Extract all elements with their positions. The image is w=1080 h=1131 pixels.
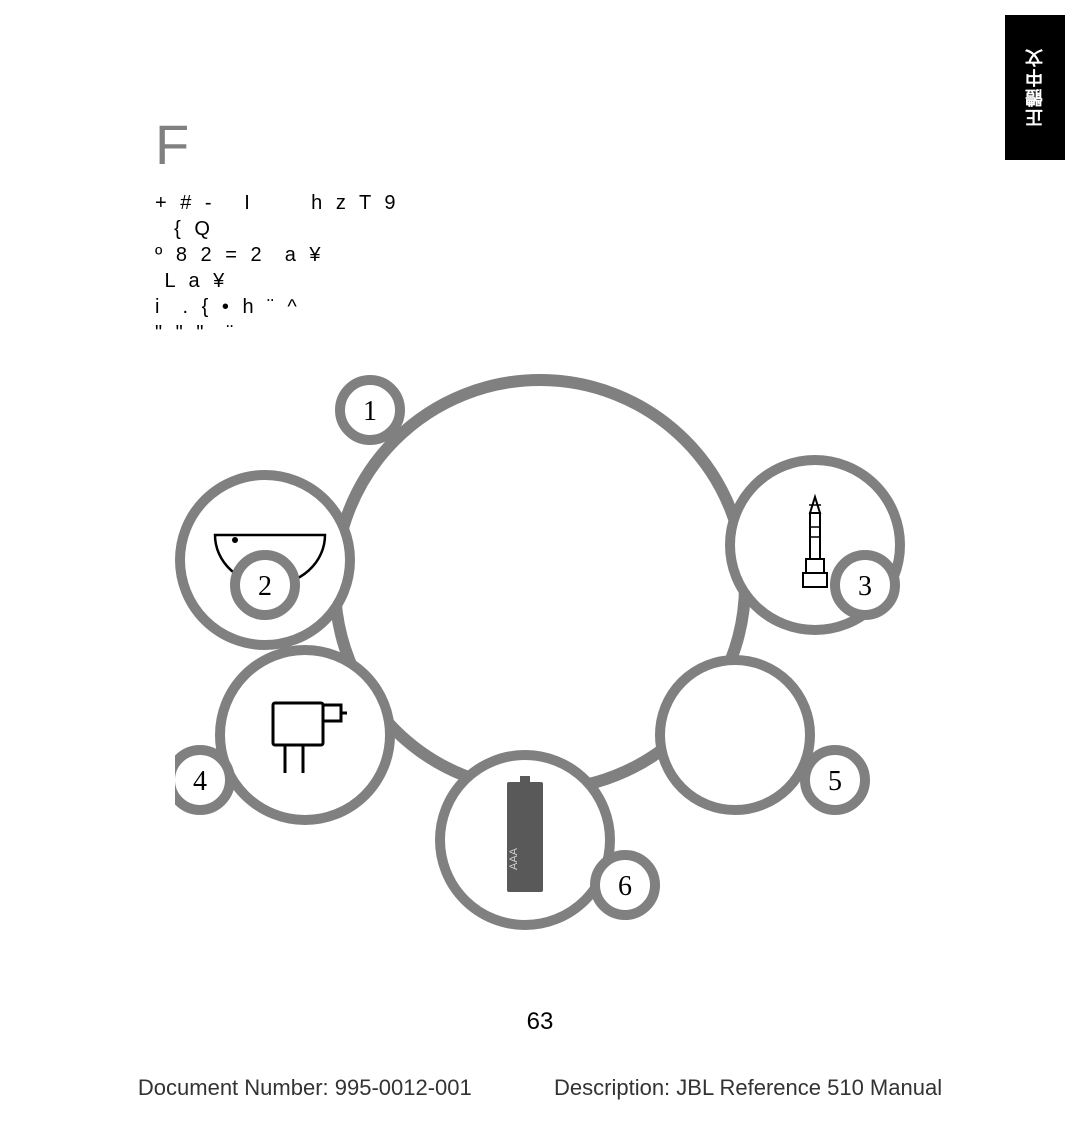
body-line-3: º 8 2 = 2 a ¥ [155,244,325,266]
svg-text:2: 2 [258,571,272,602]
svg-text:5: 5 [828,766,842,797]
body-line-1: + # - I h z T 9 [155,192,400,214]
language-tab: 正體中文 [1005,15,1065,160]
svg-text:1: 1 [363,396,377,427]
svg-text:6: 6 [618,871,632,902]
footer-doc-number: Document Number: 995-0012-001 [138,1075,472,1101]
svg-text:4: 4 [193,766,207,797]
page-number: 63 [0,1008,1080,1036]
body-text-block: + # - I h z T 9 { Q º 8 2 = 2 a ¥ L a ¥ … [155,190,400,346]
package-contents-diagram: AAA 1 2 3 4 5 6 [175,365,905,955]
svg-text:AAA: AAA [508,847,520,870]
language-tab-label: 正體中文 [1005,15,1065,160]
diagram-svg: AAA 1 2 3 4 5 6 [175,365,905,955]
footer: Document Number: 995-0012-001 Descriptio… [0,1075,1080,1101]
body-line-5: i . { • h ¨ ^ [155,296,301,318]
body-line-2: { Q [155,218,214,240]
svg-text:3: 3 [858,571,872,602]
body-line-6: " " " ¨ [155,322,237,344]
body-line-4: L a ¥ [155,270,228,292]
footer-description: Description: JBL Reference 510 Manual [554,1075,942,1101]
section-heading-letter: F [155,112,189,177]
item6-battery-icon: AAA [507,776,543,892]
